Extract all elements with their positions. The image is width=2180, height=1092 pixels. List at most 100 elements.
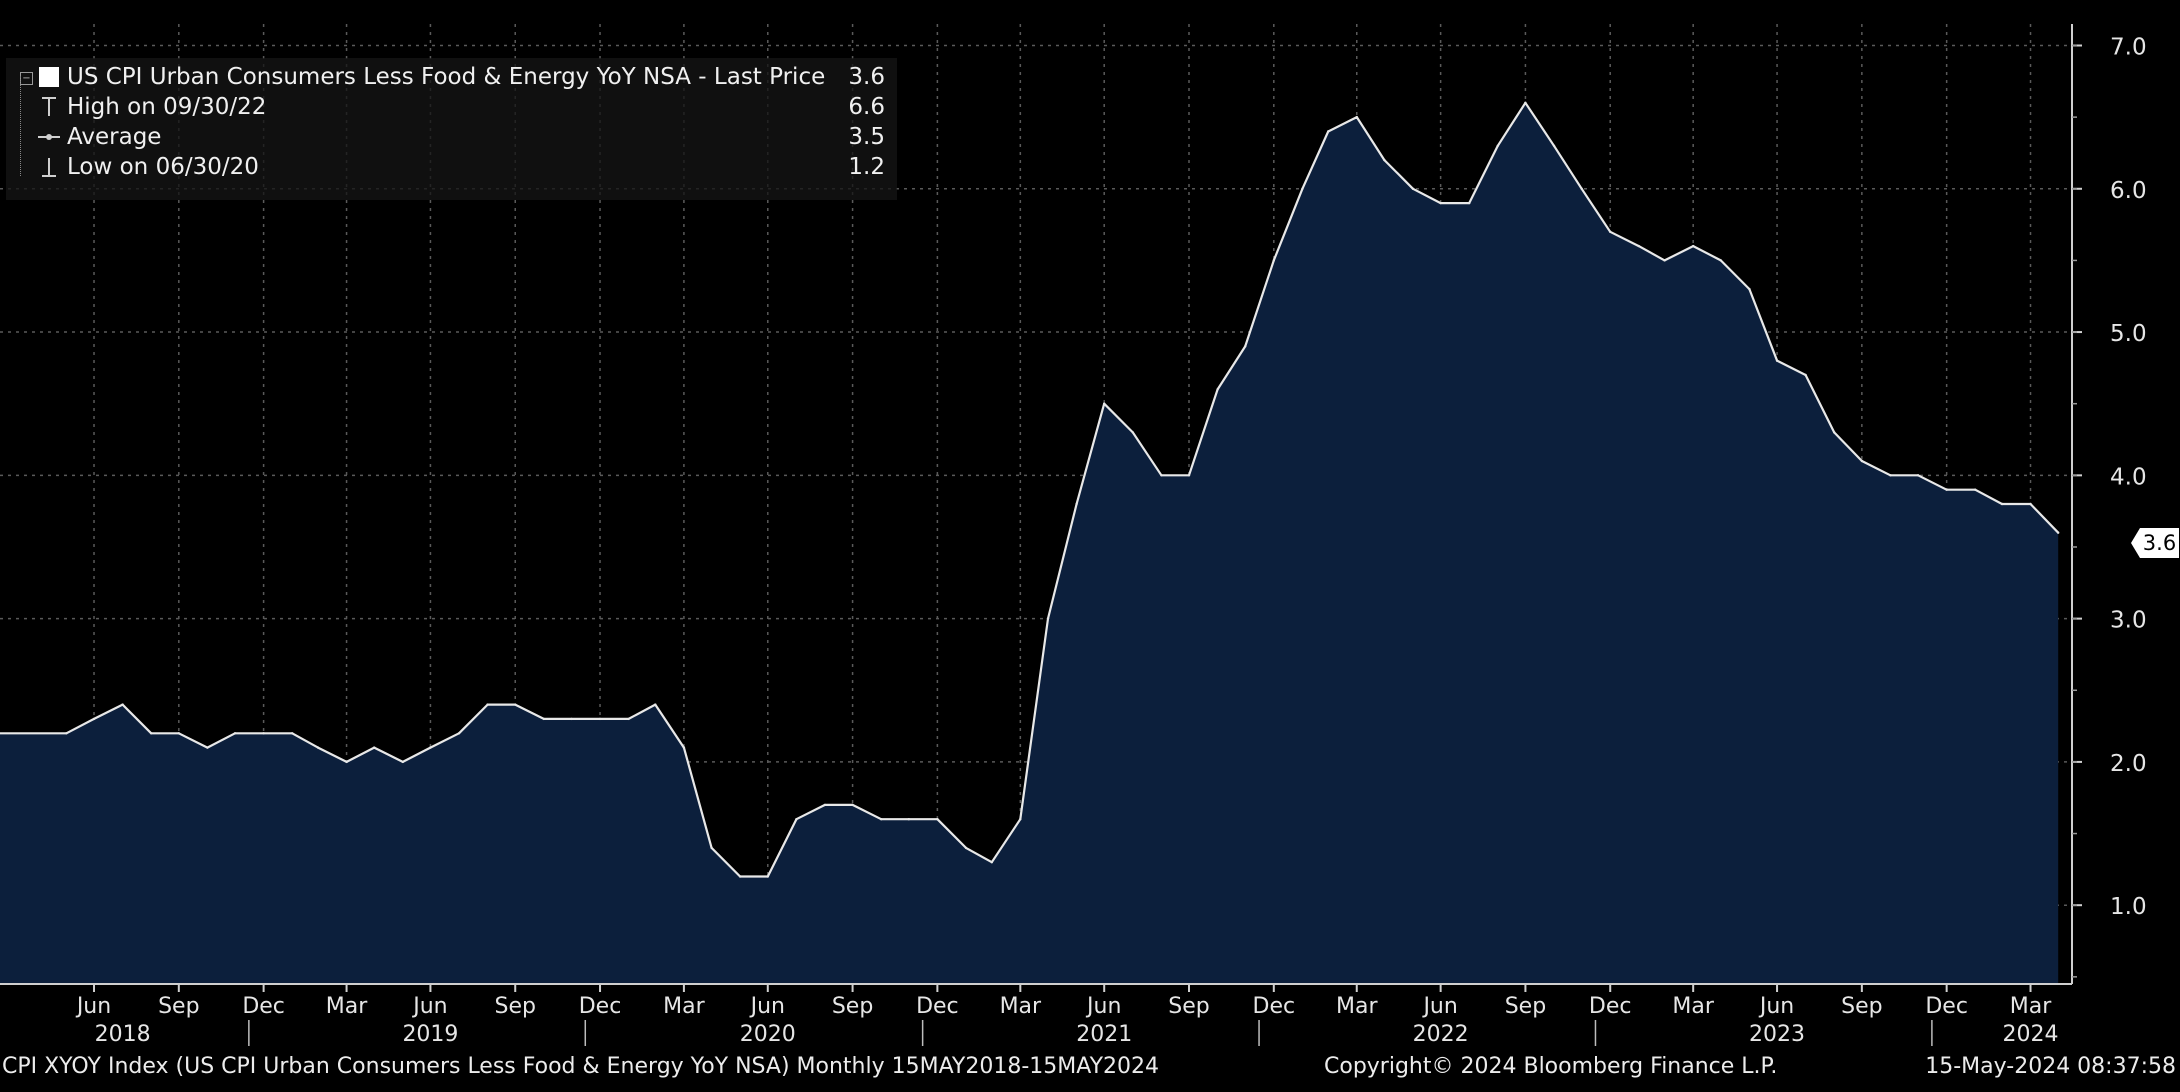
x-axis-year-labels: 2018 2019 2020 2021 2022 2023 2024 bbox=[95, 1020, 2059, 1047]
data-point bbox=[486, 703, 489, 706]
last-price-tag: 3.6 bbox=[2131, 528, 2179, 558]
data-point bbox=[766, 875, 769, 878]
legend-average-value: 3.5 bbox=[848, 124, 885, 150]
data-point bbox=[1075, 502, 1078, 506]
data-point bbox=[1916, 474, 1920, 477]
data-point bbox=[1719, 259, 1723, 262]
x-tick-label: Dec bbox=[1253, 994, 1296, 1019]
x-tick-label: Mar bbox=[663, 994, 705, 1019]
x-tick-label: Jun bbox=[1085, 994, 1121, 1019]
x-year-label: 2018 bbox=[95, 1022, 151, 1047]
y-tick-label: 5.0 bbox=[2110, 321, 2147, 347]
data-point bbox=[1411, 187, 1415, 190]
data-point bbox=[1692, 244, 1695, 248]
data-point bbox=[1496, 144, 1500, 147]
legend-low-value: 1.2 bbox=[848, 154, 885, 180]
x-year-label: 2021 bbox=[1076, 1022, 1132, 1047]
data-point bbox=[1945, 488, 1948, 491]
data-point bbox=[823, 803, 827, 807]
y-tick-label: 6.0 bbox=[2110, 178, 2147, 204]
legend-low-row: Low on 06/30/20 1.2 bbox=[6, 152, 897, 182]
series-swatch-icon bbox=[39, 67, 59, 87]
data-point bbox=[1804, 373, 1807, 377]
data-point bbox=[851, 803, 854, 807]
high-marker-icon bbox=[42, 97, 56, 116]
x-year-label: 2024 bbox=[2003, 1022, 2059, 1047]
data-point bbox=[738, 875, 742, 878]
data-point bbox=[1974, 488, 1977, 491]
x-tick-label: Sep bbox=[832, 994, 873, 1019]
x-axis-ticks: Jun Sep Dec Mar Jun Sep Dec Mar Jun Sep Dec Mar Jun S… bbox=[75, 984, 2052, 1019]
data-point bbox=[1748, 287, 1751, 291]
footer-ticker: CPI XYOY Index (US CPI Urban Consumers L… bbox=[2, 1054, 1160, 1079]
data-point bbox=[1833, 431, 1836, 434]
legend-high-row: High on 09/30/22 6.6 bbox=[6, 92, 897, 122]
x-tick-label: Dec bbox=[1925, 994, 1968, 1019]
last-price-tag-shape bbox=[2131, 528, 2179, 558]
x-tick-label: Dec bbox=[1589, 994, 1632, 1019]
data-point bbox=[570, 717, 573, 721]
data-point bbox=[262, 732, 265, 735]
data-point bbox=[65, 732, 68, 735]
data-point bbox=[1103, 402, 1106, 405]
series-area bbox=[0, 102, 2059, 985]
data-point bbox=[1552, 144, 1556, 147]
legend-panel: − US CPI Urban Consumers Less Food & Ene… bbox=[6, 58, 897, 200]
data-point bbox=[92, 717, 96, 721]
data-point bbox=[1663, 259, 1666, 262]
data-point bbox=[1355, 115, 1359, 119]
legend-series-row[interactable]: US CPI Urban Consumers Less Food & Energ… bbox=[6, 62, 897, 92]
data-point bbox=[654, 703, 657, 706]
legend-high-label: High on 09/30/22 bbox=[67, 94, 267, 120]
data-point bbox=[316, 746, 320, 749]
data-point bbox=[1327, 130, 1330, 133]
legend-series-title: US CPI Urban Consumers Less Food & Energ… bbox=[67, 64, 826, 90]
data-point bbox=[936, 818, 939, 821]
data-point bbox=[177, 732, 180, 735]
footer-timestamp: 15-May-2024 08:37:58 bbox=[1925, 1054, 2176, 1079]
data-point bbox=[1244, 345, 1247, 348]
average-marker-icon bbox=[38, 134, 60, 140]
x-year-label: 2019 bbox=[402, 1022, 458, 1047]
y-tick-label: 4.0 bbox=[2110, 464, 2147, 490]
data-point bbox=[345, 760, 348, 764]
x-tick-label: Dec bbox=[579, 994, 622, 1019]
x-year-label: 2020 bbox=[740, 1022, 796, 1047]
data-point bbox=[907, 818, 910, 821]
data-point bbox=[710, 846, 713, 850]
data-point bbox=[457, 732, 461, 735]
data-point bbox=[291, 732, 294, 735]
data-point bbox=[2029, 502, 2032, 506]
data-point bbox=[150, 732, 153, 735]
x-tick-label: Sep bbox=[495, 994, 536, 1019]
data-point bbox=[1216, 388, 1219, 391]
data-point bbox=[598, 717, 602, 721]
x-tick-label: Mar bbox=[2010, 994, 2052, 1019]
series-points bbox=[65, 101, 2060, 878]
footer-copyright: Copyright© 2024 Bloomberg Finance L.P. bbox=[1324, 1054, 1778, 1079]
x-tick-label: Dec bbox=[242, 994, 285, 1019]
axes bbox=[0, 24, 2073, 985]
legend-tree-line bbox=[20, 76, 33, 176]
y-tick-label: 7.0 bbox=[2110, 34, 2147, 60]
data-point bbox=[429, 746, 432, 749]
y-axis-ticks: 1.0 2.0 3.0 4.0 5.0 6.0 7.0 bbox=[2072, 34, 2147, 978]
data-point bbox=[206, 746, 209, 749]
data-point bbox=[1439, 201, 1442, 205]
y-tick-label: 1.0 bbox=[2110, 894, 2147, 920]
x-tick-label: Sep bbox=[1505, 994, 1546, 1019]
data-point bbox=[1187, 474, 1191, 477]
data-point bbox=[1301, 187, 1304, 190]
data-point bbox=[1860, 459, 1864, 463]
data-point bbox=[401, 760, 404, 764]
x-tick-label: Mar bbox=[326, 994, 368, 1019]
x-year-label: 2022 bbox=[1413, 1022, 1469, 1047]
x-tick-label: Jun bbox=[75, 994, 111, 1019]
data-point bbox=[1019, 818, 1022, 821]
x-tick-label: Jun bbox=[411, 994, 447, 1019]
x-year-label: 2023 bbox=[1749, 1022, 1805, 1047]
data-point bbox=[1580, 187, 1583, 190]
data-point bbox=[1775, 359, 1779, 362]
data-point bbox=[514, 703, 517, 706]
